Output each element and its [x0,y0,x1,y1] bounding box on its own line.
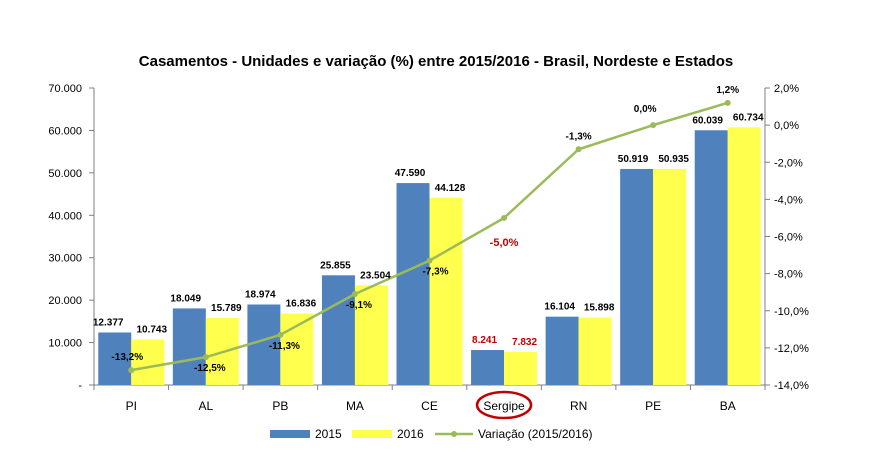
right-tick-label: -10,0% [774,306,809,318]
right-tick-label: -2,0% [774,157,803,169]
x-tick-label: Sergipe [483,399,525,413]
x-tick-label: PE [645,399,661,413]
variation-line [128,99,731,374]
variation-point [426,257,433,264]
data-label-variation: 1,2% [716,85,739,96]
bar-2016 [578,317,612,385]
left-tick-label: 40.000 [48,210,82,222]
bar-2015 [98,332,132,385]
data-label-2016: 23.504 [360,270,391,281]
x-tick-label: PB [272,399,288,413]
variation-point [128,367,135,374]
data-label-variation: -5,0% [490,237,519,249]
x-tick-label: BA [720,399,736,413]
left-tick-label: 50.000 [48,168,82,180]
variation-point [202,354,209,361]
bar-2016 [653,168,687,385]
data-label-2015: 18.049 [170,293,201,304]
data-label-variation: -13,2% [111,352,143,363]
data-label-2015: 50.919 [618,154,649,165]
data-label-2016: 16.836 [286,299,317,310]
right-tick-label: 0,0% [774,120,799,132]
data-label-2016: 15.789 [211,303,242,314]
bar-2016 [354,285,388,385]
right-tick-label: -6,0% [774,232,803,244]
data-label-2015: 8.241 [472,335,497,346]
bar-2015 [396,183,430,385]
variation-point [650,122,657,129]
legend-swatch-2015 [270,430,310,438]
bar-2016 [429,197,463,385]
chart-title: Casamentos - Unidades e variação (%) ent… [139,53,733,70]
variation-point [351,291,358,298]
legend: 2015 2016 Variação (2015/2016) [270,427,593,441]
variation-point [575,146,582,153]
data-label-variation: -9,1% [346,300,372,311]
right-tick-label: -8,0% [774,269,803,281]
left-tick-label: - [78,380,82,392]
data-label-2015: 12.377 [93,317,124,328]
highlight-circle [475,390,533,420]
data-label-2015: 18.974 [245,289,276,300]
data-label-2016: 50.935 [658,154,689,165]
data-label-2016: 60.734 [733,112,764,123]
bar-2016 [131,339,165,385]
data-label-2015: 25.855 [320,260,351,271]
bar-2015 [694,130,728,385]
data-label-2016: 44.128 [435,183,466,194]
left-tick-label: 10.000 [48,338,82,350]
data-label-2015: 47.590 [395,168,426,179]
data-label-variation: -7,3% [422,267,448,278]
x-tick-label: RN [570,399,587,413]
data-label-2015: 60.039 [692,115,723,126]
data-label-variation: -12,5% [194,363,226,374]
legend-marker-variation [451,431,457,437]
data-label-variation: -11,3% [269,341,300,352]
data-label-2015: 16.104 [544,302,575,313]
legend-label-2016: 2016 [397,427,424,441]
left-tick-label: 30.000 [48,253,82,265]
axes: - 10.000 20.000 30.000 40.000 50.000 60.000 70.… [48,83,809,420]
bar-2015 [172,308,206,385]
bar-2016 [504,351,538,385]
left-tick-label: 20.000 [48,295,82,307]
legend-label-2015: 2015 [315,427,342,441]
x-tick-label: AL [198,399,213,413]
bar-2015 [471,350,505,385]
legend-label-variation: Variação (2015/2016) [478,427,593,441]
x-tick-label: MA [346,399,364,413]
x-tick-label: CE [421,399,438,413]
bar-2015 [247,304,281,385]
data-label-2016: 15.898 [584,303,615,314]
legend-swatch-2016 [352,430,392,438]
data-label-variation: -1,3% [566,131,592,142]
bar-2016 [727,127,761,385]
variation-point [724,99,731,106]
right-tick-label: -12,0% [774,343,809,355]
data-label-variation: 0,0% [634,104,657,115]
left-tick-label: 60.000 [48,125,82,137]
variation-point [501,214,508,221]
data-label-2016: 7.832 [512,337,537,348]
bar-2015 [620,168,654,385]
right-tick-label: -4,0% [774,194,803,206]
left-tick-label: 70.000 [48,83,82,95]
bar-2015 [321,275,355,385]
bars [98,127,761,385]
right-tick-label: -14,0% [774,380,809,392]
bar-2015 [545,316,579,385]
data-label-2016: 10.743 [136,324,167,335]
right-tick-label: 2,0% [774,83,799,95]
variation-point [277,331,284,338]
x-tick-label: PI [126,399,137,413]
